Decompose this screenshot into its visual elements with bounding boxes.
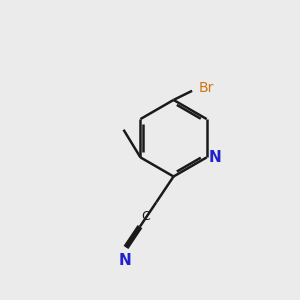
Text: C: C	[141, 210, 150, 223]
Text: N: N	[118, 253, 131, 268]
Text: Br: Br	[199, 81, 214, 94]
Text: N: N	[209, 150, 222, 165]
